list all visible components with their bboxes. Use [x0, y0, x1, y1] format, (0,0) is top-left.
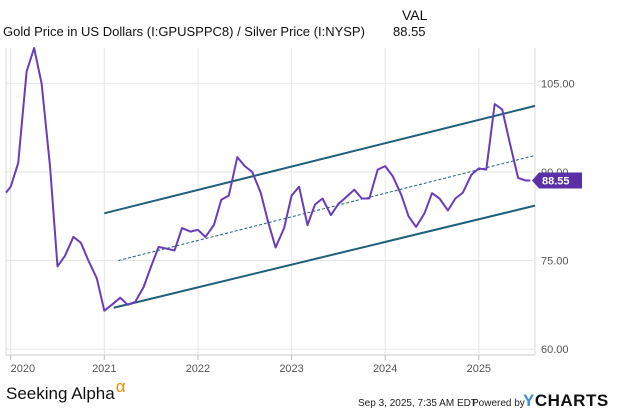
value-column-label: VAL	[402, 7, 428, 23]
y-tick-label: 75.00	[541, 256, 569, 268]
powered-by-text: Powered by	[472, 398, 525, 409]
axis-layer: 60.0075.0090.00105.002020202120222023202…	[10, 78, 582, 375]
brand-name: Seeking Alpha	[6, 384, 115, 403]
series-layer	[5, 47, 531, 312]
grid-layer	[5, 48, 536, 356]
trendline-layer	[104, 104, 536, 309]
x-tick-label: 2022	[186, 363, 210, 375]
x-tick-label: 2021	[92, 363, 116, 375]
seeking-alpha-logo: Seeking Alphaα	[6, 377, 126, 404]
alpha-icon: α	[115, 377, 126, 396]
timestamp: Sep 3, 2025, 7:35 AM EDT	[358, 398, 477, 409]
x-tick-label: 2025	[467, 363, 491, 375]
x-tick-label: 2023	[279, 363, 303, 375]
trendline-lower-channel	[113, 204, 536, 309]
y-tick-label: 105.00	[541, 78, 575, 90]
current-value: 88.55	[393, 24, 426, 39]
x-tick-label: 2020	[11, 363, 35, 375]
ycharts-y-icon: Y	[523, 391, 535, 410]
last-value-label: 88.55	[542, 176, 570, 188]
ycharts-logo: YCHARTS	[523, 391, 609, 411]
y-tick-label: 60.00	[541, 344, 569, 356]
chart-title: Gold Price in US Dollars (I:GPUSPPC8) / …	[3, 24, 365, 39]
trendline-upper-channel	[104, 104, 536, 215]
x-tick-label: 2024	[373, 363, 397, 375]
ycharts-logo-text: CHARTS	[534, 391, 609, 410]
last-value-flag	[532, 172, 582, 189]
trendline-mid-channel	[118, 154, 536, 262]
